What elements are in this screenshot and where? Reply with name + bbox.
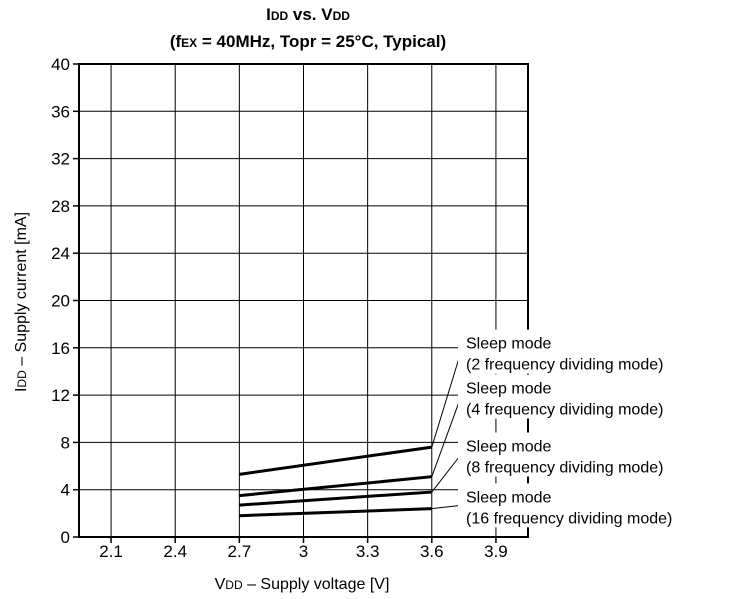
annotation-background — [458, 432, 730, 477]
x-tick-label: 2.4 — [163, 542, 187, 561]
annotation-line-2: (2 frequency dividing mode) — [466, 357, 663, 374]
y-tick-label: 24 — [51, 244, 70, 263]
x-tick-label: 3.3 — [356, 542, 380, 561]
chart-subtitle: (fEX = 40MHz, Topr = 25°C, Typical) — [170, 32, 446, 51]
annotation-leader — [431, 396, 462, 477]
y-tick-label: 4 — [61, 481, 70, 500]
annotation-leader — [431, 351, 462, 448]
annotation-line-1: Sleep mode — [466, 439, 551, 456]
axis-ticks: 2.1 2.4 2.7 3 3.3 3.6 3.9 0 4 8 12 16 20 24 28 32 36 40 — [51, 55, 508, 561]
annotation-leader — [431, 454, 462, 493]
y-tick-label: 8 — [61, 433, 70, 452]
series-lines — [239, 445, 432, 518]
annotation-background — [458, 374, 730, 419]
annotation-line-2: (8 frequency dividing mode) — [466, 460, 663, 477]
x-axis-label: VDD – Supply voltage [V] — [215, 576, 390, 593]
x-tick-label: 3 — [299, 542, 308, 561]
y-tick-label: 16 — [51, 339, 70, 358]
y-tick-label: 0 — [61, 528, 70, 547]
annotation-background — [458, 483, 730, 528]
annotation-background — [458, 329, 730, 374]
annotation-line-1: Sleep mode — [466, 381, 551, 398]
annotation-line-1: Sleep mode — [466, 336, 551, 353]
x-tick-label: 3.6 — [420, 542, 444, 561]
x-tick-label: 3.9 — [484, 542, 508, 561]
annotation-line-1: Sleep mode — [466, 489, 551, 506]
annotation-line-2: (16 frequency dividing mode) — [466, 510, 672, 527]
y-tick-label: 12 — [51, 386, 70, 405]
series-line — [239, 507, 432, 518]
y-tick-label: 32 — [51, 150, 70, 169]
x-tick-label: 2.1 — [99, 542, 123, 561]
x-tick-label: 2.7 — [228, 542, 252, 561]
y-axis-label: IDD – Supply current [mA] — [13, 212, 30, 392]
series-line — [239, 475, 432, 498]
annotation-leader — [431, 504, 462, 510]
y-tick-label: 36 — [51, 102, 70, 121]
chart-title: IDD vs. VDD — [266, 5, 350, 24]
y-tick-label: 20 — [51, 292, 70, 311]
y-tick-label: 40 — [51, 55, 70, 74]
annotation-leaders — [431, 351, 462, 510]
series-line — [239, 445, 432, 476]
series-annotations: Sleep mode (2 frequency dividing mode) Sle… — [458, 329, 730, 528]
annotation-line-2: (4 frequency dividing mode) — [466, 402, 663, 419]
y-tick-label: 28 — [51, 197, 70, 216]
series-line — [239, 490, 432, 507]
